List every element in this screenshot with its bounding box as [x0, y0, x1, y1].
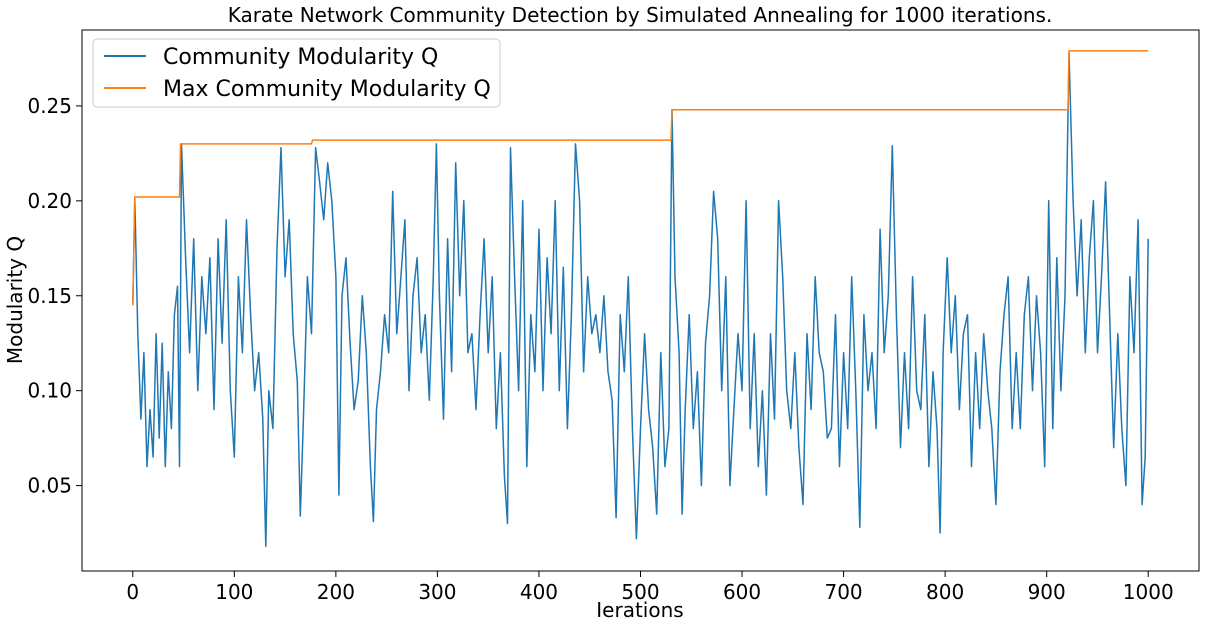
- x-tick-label: 200: [317, 580, 355, 604]
- x-tick-label: 1000: [1123, 580, 1174, 604]
- x-axis-label: Ierations: [596, 598, 683, 622]
- x-tick-label: 500: [621, 580, 659, 604]
- legend-label-max-community-q: Max Community Modularity Q: [163, 77, 491, 102]
- series-line-max-community-q: [132, 50, 1149, 306]
- y-tick-label: 0.25: [27, 94, 72, 118]
- plot-area: [81, 29, 1200, 572]
- x-tick-label: 400: [520, 580, 558, 604]
- x-tick-label: 600: [723, 580, 761, 604]
- y-tick-label: 0.10: [27, 379, 72, 403]
- series-layer: [132, 50, 1149, 548]
- y-axis-label: Modularity Q: [3, 236, 27, 364]
- series-line-community-q: [132, 52, 1149, 548]
- y-tick-label: 0.20: [27, 189, 72, 213]
- y-tick-label: 0.05: [27, 474, 72, 498]
- x-tick-label: 900: [1028, 580, 1066, 604]
- y-axis-ticks: 0.05 0.10 0.15 0.20 0.25: [27, 94, 82, 498]
- x-tick-label: 700: [824, 580, 862, 604]
- legend: Community Modularity Q Max Community Mod…: [92, 38, 501, 108]
- x-tick-label: 0: [126, 580, 139, 604]
- legend-label-community-q: Community Modularity Q: [163, 45, 438, 70]
- x-tick-label: 300: [418, 580, 456, 604]
- x-axis-ticks: 0 100 200 300 400 500 600 700 800 900 1000: [126, 571, 1174, 604]
- x-tick-label: 100: [215, 580, 253, 604]
- y-tick-label: 0.15: [27, 284, 72, 308]
- chart-title: Karate Network Community Detection by Si…: [228, 3, 1053, 27]
- x-tick-label: 800: [926, 580, 964, 604]
- legend-box: [92, 38, 501, 108]
